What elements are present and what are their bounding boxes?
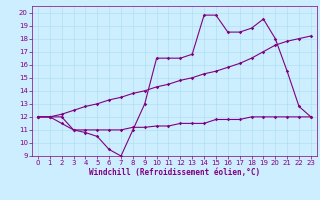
X-axis label: Windchill (Refroidissement éolien,°C): Windchill (Refroidissement éolien,°C) (89, 168, 260, 177)
